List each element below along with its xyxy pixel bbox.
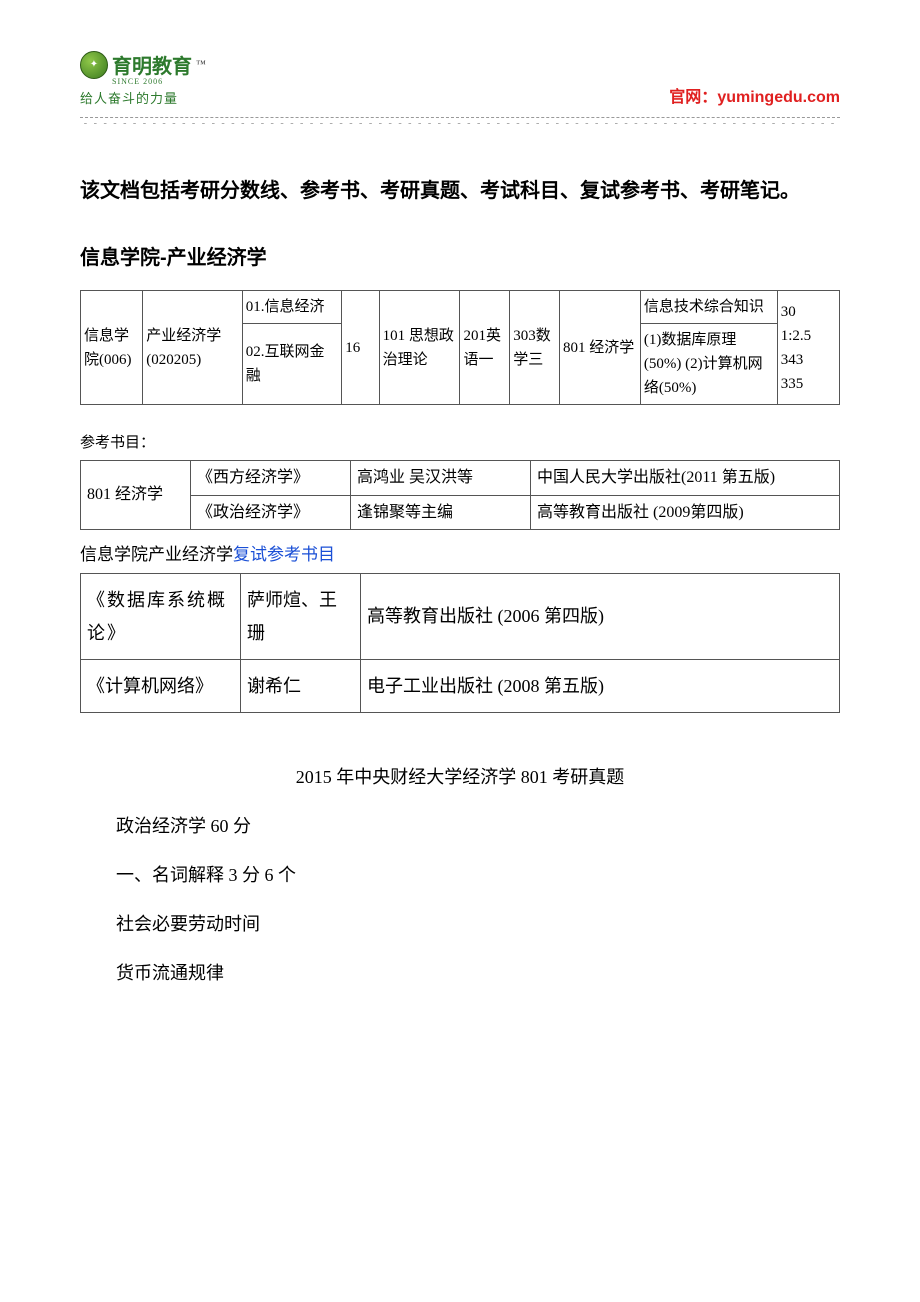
t1-col9b: (1)数据库原理(50%) (2)计算机网络(50%) — [640, 324, 777, 405]
t3-r2c3: 电子工业出版社 (2008 第五版) — [361, 659, 840, 712]
t1-dir2: 02.互联网金融 — [242, 324, 342, 405]
t3-r2c1: 《计算机网络》 — [81, 659, 241, 712]
subhead: 信息学院-产业经济学 — [80, 241, 840, 270]
ref-label: 参考书目： — [80, 431, 840, 452]
t2-subject: 801 经济学 — [81, 461, 191, 530]
exam-title: 2015 年中央财经大学经济学 801 考研真题 — [80, 763, 840, 789]
reference-table: 801 经济学 《西方经济学》 高鸿业 吴汉洪等 中国人民大学出版社(2011 … — [80, 460, 840, 530]
logo-sub: 给人奋斗的力量 — [80, 88, 178, 107]
site-label: 官网： — [669, 89, 717, 106]
t3-r1c2: 萨师煊、王珊 — [241, 574, 361, 660]
logo-block: ✦ 育明教育 ™ SINCE 2006 给人奋斗的力量 — [80, 50, 206, 107]
t1-col10: 30 1:2.5 343 335 — [777, 291, 839, 405]
exam-line-3: 货币流通规律 — [80, 960, 840, 987]
exam-line-1: 一、名词解释 3 分 6 个 — [80, 862, 840, 889]
t1-col9a: 信息技术综合知识 — [640, 291, 777, 324]
t1-dir1: 01.信息经济 — [242, 291, 342, 324]
t2-r1c1: 《西方经济学》 — [191, 461, 351, 496]
t3-r2c2: 谢希仁 — [241, 659, 361, 712]
site-url: yumingedu.com — [717, 89, 840, 106]
t2-r2c3: 高等教育出版社 (2009第四版) — [531, 495, 840, 530]
t1-col4: 16 — [342, 291, 379, 405]
t3-r1c3: 高等教育出版社 (2006 第四版) — [361, 574, 840, 660]
t1-col5: 101 思想政治理论 — [379, 291, 460, 405]
page-header: ✦ 育明教育 ™ SINCE 2006 给人奋斗的力量 官网：yumingedu.… — [0, 0, 920, 117]
fushi-prefix: 信息学院产业经济学 — [80, 545, 233, 564]
t1-col1: 信息学院(006) — [81, 291, 143, 405]
t3-r1c1: 《数据库系统概论》 — [81, 574, 241, 660]
fushi-blue: 复试参考书目 — [233, 545, 335, 564]
program-table: 信息学院(006) 产业经济学(020205) 01.信息经济 16 101 思… — [80, 290, 840, 405]
logo-since: SINCE 2006 — [112, 77, 163, 86]
header-divider: - - - - - - - - - - - - - - - - - - - - … — [80, 117, 840, 131]
t2-r2c1: 《政治经济学》 — [191, 495, 351, 530]
intro-text: 该文档包括考研分数线、参考书、考研真题、考试科目、复试参考书、考研笔记。 — [80, 171, 840, 211]
logo-icon: ✦ — [80, 51, 108, 79]
t1-col6: 201英语一 — [460, 291, 510, 405]
site-link[interactable]: 官网：yumingedu.com — [669, 83, 840, 107]
logo-name: 育明教育 — [112, 50, 192, 79]
t1-col7: 303数学三 — [510, 291, 560, 405]
fushi-heading: 信息学院产业经济学复试参考书目 — [80, 540, 840, 565]
t2-r1c2: 高鸿业 吴汉洪等 — [351, 461, 531, 496]
exam-line-0: 政治经济学 60 分 — [80, 813, 840, 840]
t2-r2c2: 逢锦聚等主编 — [351, 495, 531, 530]
exam-body: 政治经济学 60 分 一、名词解释 3 分 6 个 社会必要劳动时间 货币流通规… — [80, 813, 840, 987]
fushi-table: 《数据库系统概论》 萨师煊、王珊 高等教育出版社 (2006 第四版) 《计算机… — [80, 573, 840, 713]
t1-col8: 801 经济学 — [559, 291, 640, 405]
t1-col2: 产业经济学(020205) — [143, 291, 243, 405]
logo-tm: ™ — [196, 59, 206, 70]
page-content: 该文档包括考研分数线、参考书、考研真题、考试科目、复试参考书、考研笔记。 信息学… — [0, 131, 920, 1069]
exam-line-2: 社会必要劳动时间 — [80, 911, 840, 938]
t2-r1c3: 中国人民大学出版社(2011 第五版) — [531, 461, 840, 496]
